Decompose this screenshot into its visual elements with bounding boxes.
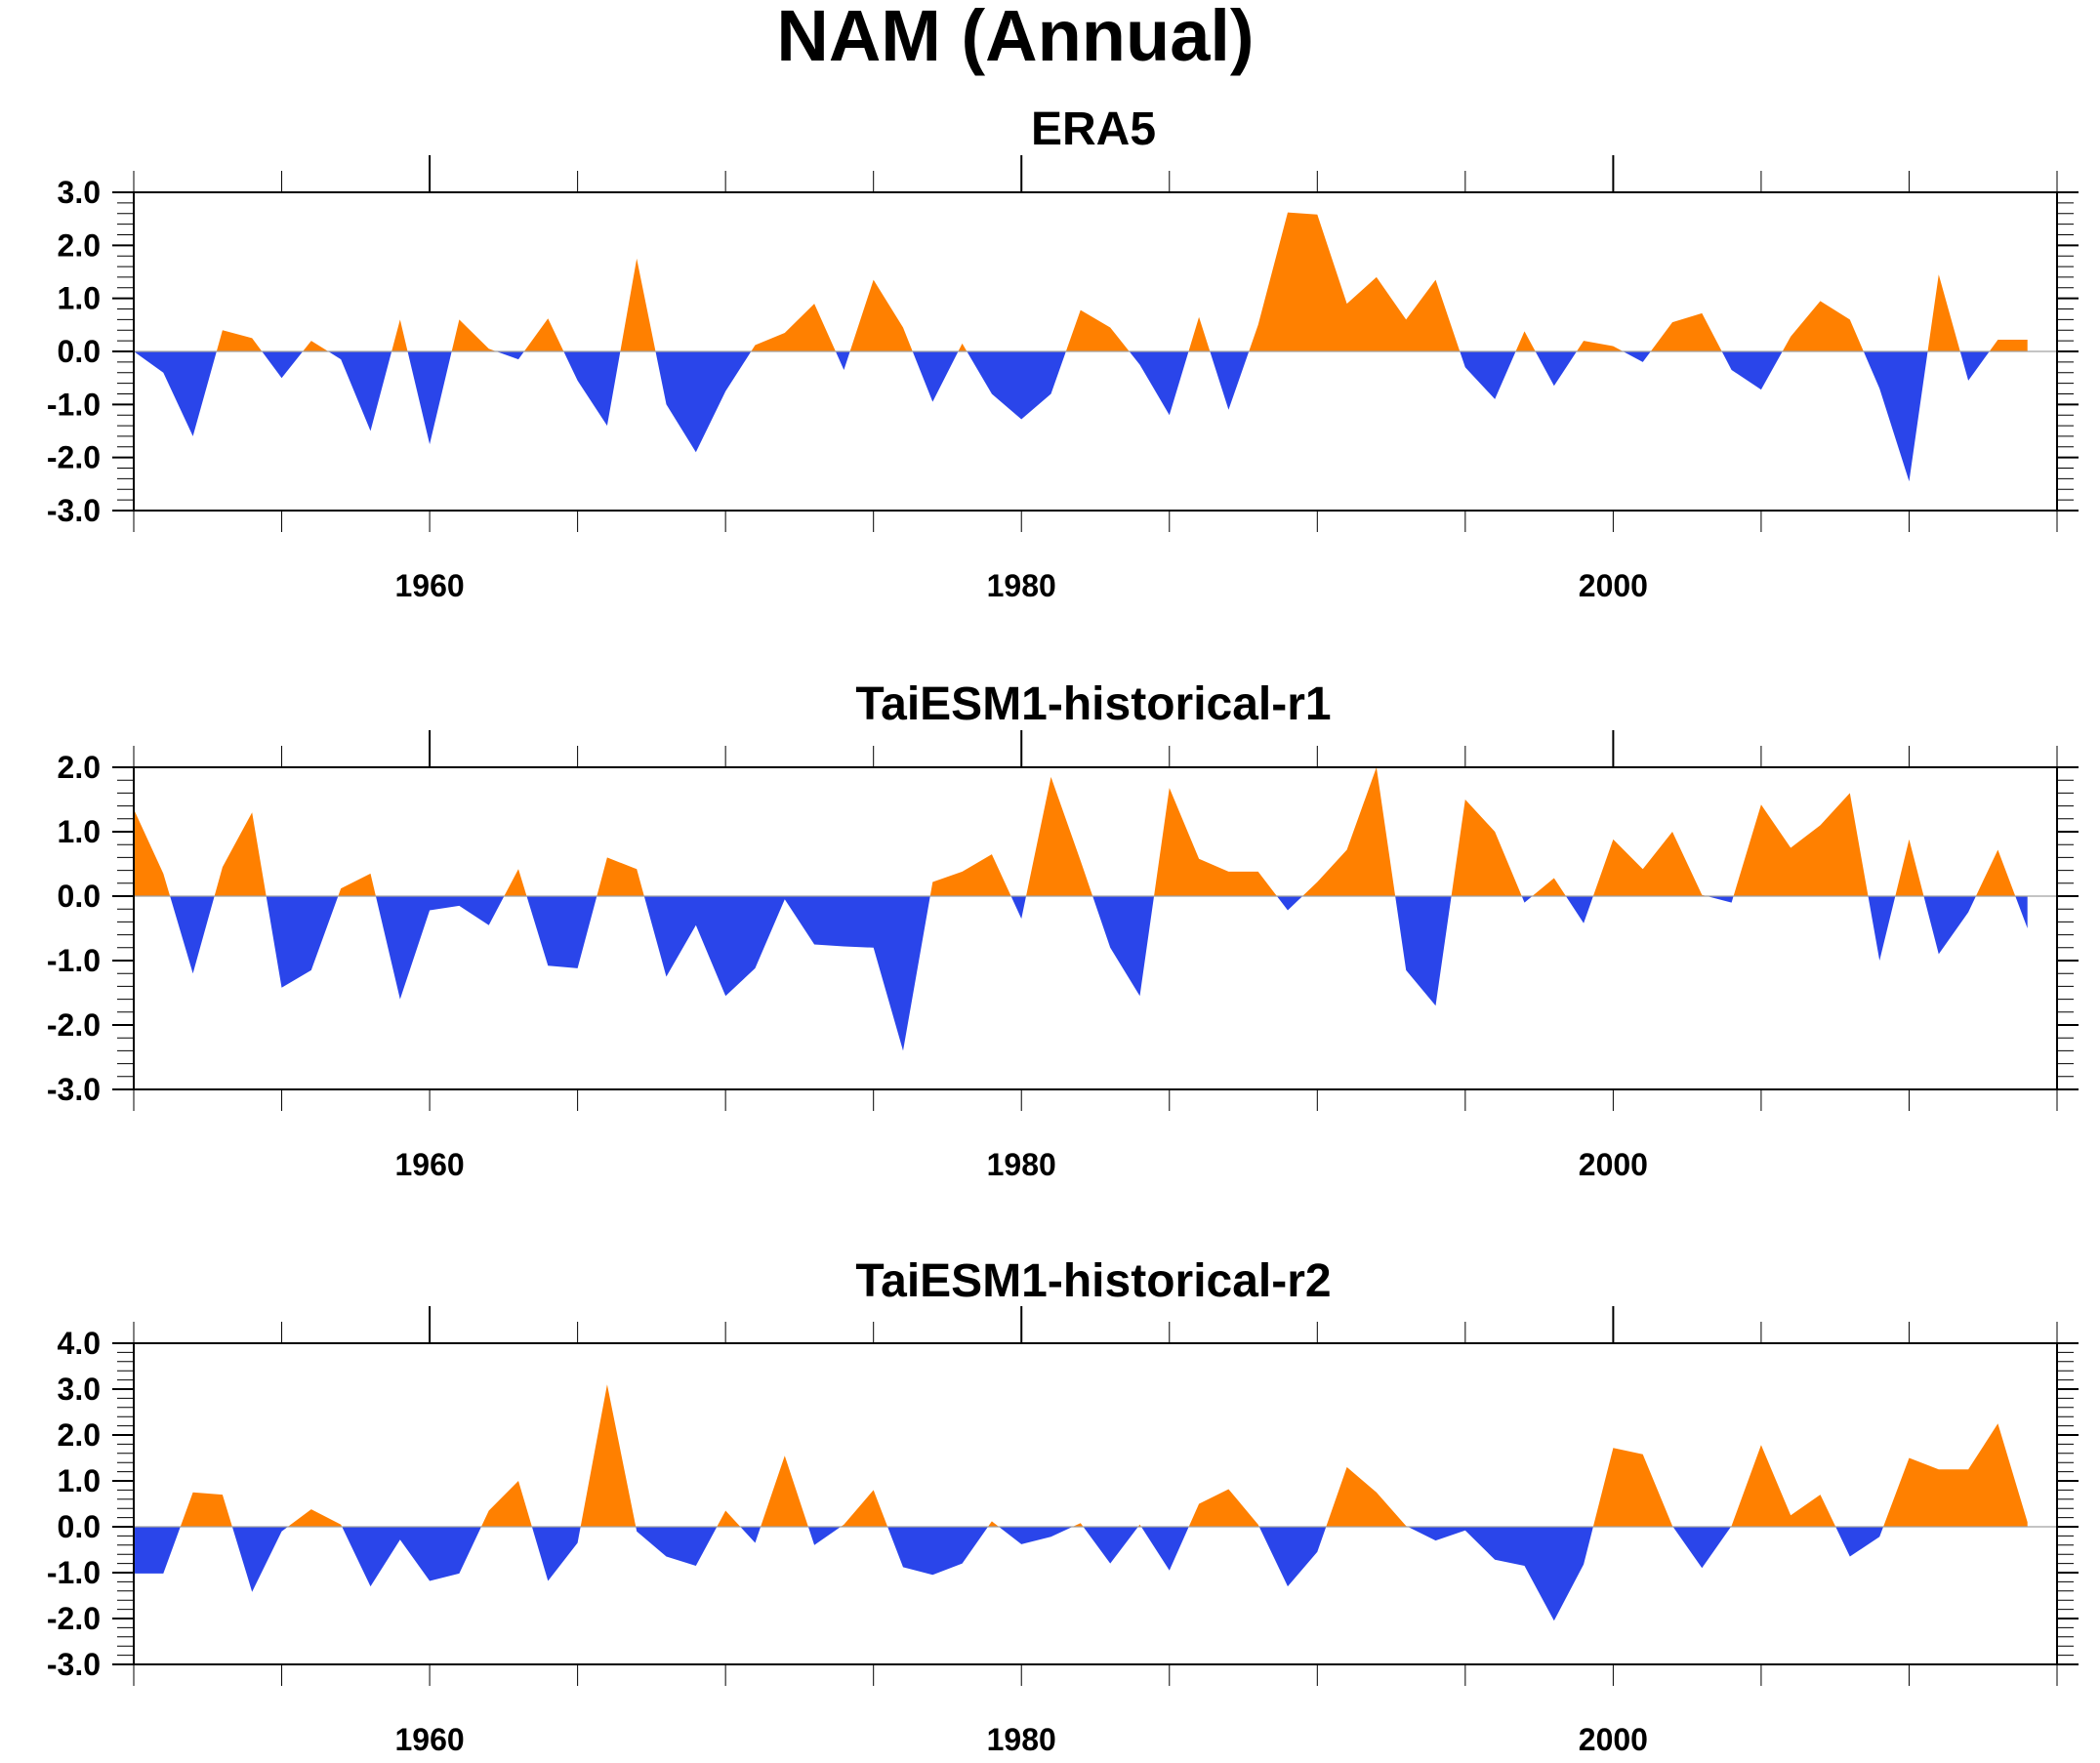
y-tick-label: 1.0 [58, 814, 101, 849]
y-tick-label: 3.0 [58, 175, 101, 210]
figure-title: NAM (Annual) [776, 0, 1254, 76]
y-tick-label: 4.0 [58, 1326, 101, 1361]
x-tick-label: 1980 [987, 568, 1056, 603]
y-tick-label: -1.0 [47, 387, 101, 422]
y-tick-label: -1.0 [47, 943, 101, 978]
y-tick-label: 2.0 [58, 227, 101, 263]
x-tick-label: 2000 [1579, 1722, 1648, 1757]
y-tick-label: 3.0 [58, 1372, 101, 1407]
panel-title: ERA5 [1031, 103, 1156, 155]
plot-frame [133, 1342, 2058, 1665]
y-tick-label: -2.0 [47, 1601, 101, 1636]
y-tick-label: 0.0 [58, 334, 101, 369]
x-tick-label: 2000 [1579, 1147, 1648, 1182]
positive-area [134, 212, 2028, 351]
panel-era5: ERA5 -3.0 -2.0 -1.0 0.0 1.0 2.0 3.0 1960 1980 200… [47, 103, 2079, 603]
negative-area [134, 351, 2028, 482]
x-tick-label: 1960 [394, 568, 464, 603]
x-tick-label: 1980 [987, 1722, 1056, 1757]
x-tick-label: 1960 [394, 1147, 464, 1182]
panel-title: TaiESM1-historical-r1 [855, 678, 1331, 730]
panel-taiesm1-r2: TaiESM1-historical-r2 -3.0 -2.0 -1.0 0.0 1.0… [47, 1255, 2079, 1757]
y-tick-label: 2.0 [58, 750, 101, 785]
y-tick-label: 2.0 [58, 1417, 101, 1453]
x-tick-label: 1960 [394, 1722, 464, 1757]
y-tick-label: -1.0 [47, 1555, 101, 1590]
x-tick-label: 1980 [987, 1147, 1056, 1182]
panel-taiesm1-r1: TaiESM1-historical-r1 -3.0 -2.0 -1.0 0.0 1.0… [47, 678, 2079, 1182]
y-tick-label: 0.0 [58, 1509, 101, 1544]
positive-area [134, 1384, 2028, 1527]
panel-title: TaiESM1-historical-r2 [855, 1255, 1331, 1307]
y-tick-label: -2.0 [47, 1007, 101, 1043]
y-tick-label: -3.0 [47, 493, 101, 528]
y-tick-label: -3.0 [47, 1072, 101, 1107]
negative-area [134, 1527, 2028, 1621]
negative-area [134, 896, 2028, 1051]
y-tick-label: 1.0 [58, 1463, 101, 1498]
y-tick-label: -2.0 [47, 440, 101, 475]
y-tick-label: -3.0 [47, 1647, 101, 1682]
plot-frame [133, 766, 2058, 1090]
x-tick-label: 2000 [1579, 568, 1648, 603]
y-tick-label: 0.0 [58, 879, 101, 914]
y-tick-label: 1.0 [58, 281, 101, 316]
positive-area [134, 767, 2028, 896]
